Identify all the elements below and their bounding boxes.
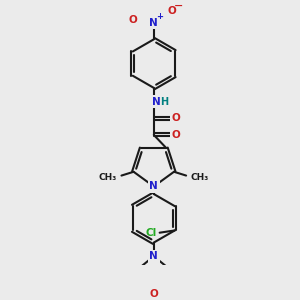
Text: O: O [171, 113, 180, 123]
Text: O: O [128, 15, 137, 25]
Text: −: − [173, 1, 183, 11]
Text: N: N [149, 182, 158, 191]
Text: N: N [149, 251, 158, 261]
Text: N: N [149, 18, 158, 28]
Text: CH₃: CH₃ [99, 173, 117, 182]
Text: O: O [149, 289, 158, 299]
Text: Cl: Cl [146, 229, 157, 238]
Text: O: O [168, 5, 176, 16]
Text: O: O [171, 130, 180, 140]
Text: N: N [152, 97, 161, 106]
Text: +: + [156, 12, 164, 21]
Text: H: H [160, 97, 169, 106]
Text: CH₃: CH₃ [191, 173, 209, 182]
